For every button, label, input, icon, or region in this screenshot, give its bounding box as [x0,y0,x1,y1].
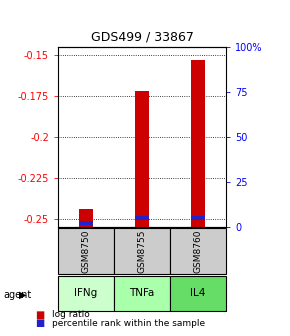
Title: GDS499 / 33867: GDS499 / 33867 [91,30,193,43]
Bar [135,216,149,220]
Bar [79,221,93,225]
Text: ▶: ▶ [19,290,26,300]
Text: ■: ■ [35,318,44,328]
Bar [114,276,170,311]
Bar [135,91,149,227]
Text: log ratio: log ratio [52,310,90,319]
Bar [79,209,93,227]
Bar [58,276,114,311]
Text: GSM8760: GSM8760 [194,229,203,273]
Bar [58,228,114,274]
Bar [170,276,226,311]
Text: IL4: IL4 [191,288,206,298]
Text: GSM8755: GSM8755 [137,229,147,273]
Bar [191,60,205,227]
Text: TNFa: TNFa [129,288,155,298]
Text: percentile rank within the sample: percentile rank within the sample [52,319,205,328]
Bar [191,216,205,220]
Bar [170,228,226,274]
Bar [114,228,170,274]
Text: ■: ■ [35,310,44,320]
Text: agent: agent [3,290,31,300]
Text: IFNg: IFNg [75,288,98,298]
Text: GSM8750: GSM8750 [81,229,90,273]
